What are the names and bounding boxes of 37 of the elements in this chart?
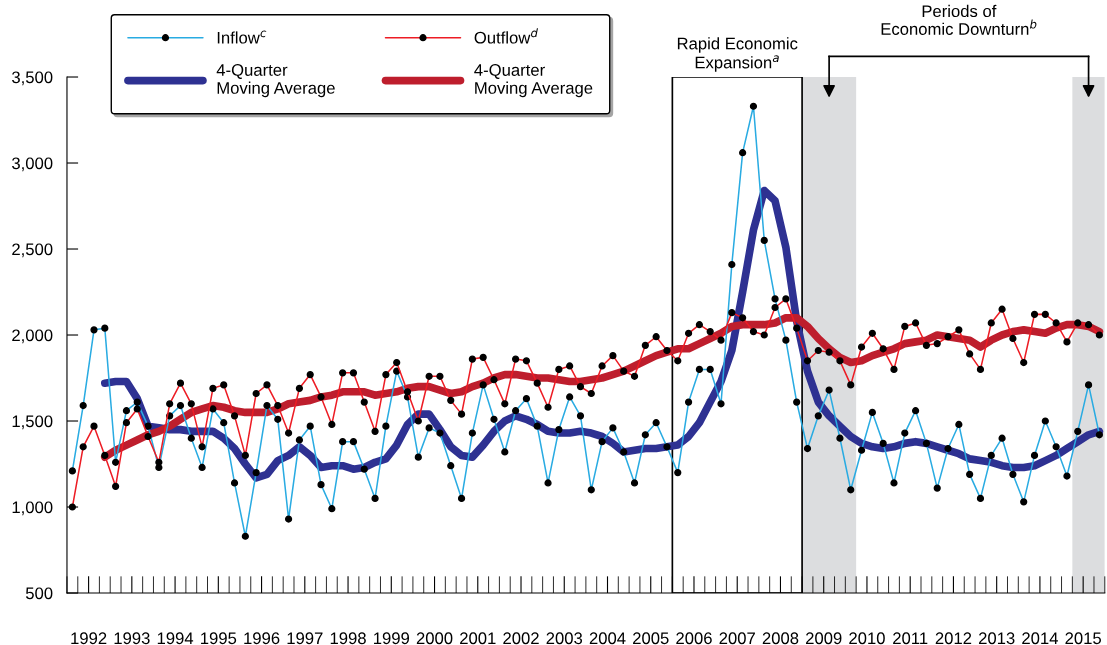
x-tick-label: 2008 — [762, 632, 799, 645]
y-tick-label: 2,000 — [12, 329, 53, 344]
y-tick-label: 1,000 — [12, 501, 53, 516]
x-tick-label: 1998 — [330, 632, 366, 645]
x-tick-label: 2013 — [978, 632, 1015, 645]
y-tick-label: 500 — [25, 587, 53, 600]
x-tick-label: 2005 — [633, 632, 669, 645]
y-tick-label: 1,500 — [12, 415, 53, 430]
x-tick-label: 2009 — [806, 632, 842, 645]
x-tick-label: 2006 — [676, 632, 712, 645]
x-tick-label: 2010 — [849, 632, 885, 645]
x-tick-label: 1994 — [157, 632, 194, 645]
x-tick-label: 2012 — [935, 632, 972, 645]
y-tick-label: 3,500 — [12, 71, 53, 86]
x-tick-label: 2000 — [416, 632, 453, 645]
legend-label: 4-Quarter Moving Average — [216, 64, 335, 98]
x-tick-label: 2015 — [1065, 632, 1102, 645]
y-tick-label: 3,000 — [12, 157, 53, 172]
x-tick-label: 2001 — [460, 632, 496, 645]
x-tick-label: 1995 — [201, 632, 237, 645]
x-tick-label: 1997 — [287, 632, 323, 645]
y-tick-label: 2,500 — [12, 243, 53, 258]
x-tick-label: 2014 — [1022, 632, 1058, 645]
text: Periods of Economic Downturn$^{b}$ — [881, 4, 1037, 35]
x-tick-label: 1992 — [71, 632, 107, 645]
legend-label: Inflow$^{c}$ — [217, 30, 267, 44]
x-tick-label: 1999 — [374, 632, 410, 645]
x-tick-label: 2003 — [546, 632, 583, 645]
band-label: Rapid Economic Expansion$^{a}$ — [677, 37, 798, 72]
x-tick-label: 2002 — [503, 632, 539, 645]
x-tick-label: 2007 — [719, 632, 755, 645]
legend-label: 4-Quarter Moving Average — [474, 64, 593, 98]
x-tick-label: 2004 — [589, 632, 626, 645]
legend-label: Outflow$^{d}$ — [474, 28, 538, 44]
x-tick-label: 2011 — [893, 632, 928, 645]
x-tick-label: 1993 — [114, 632, 150, 645]
x-tick-label: 1996 — [244, 632, 280, 645]
